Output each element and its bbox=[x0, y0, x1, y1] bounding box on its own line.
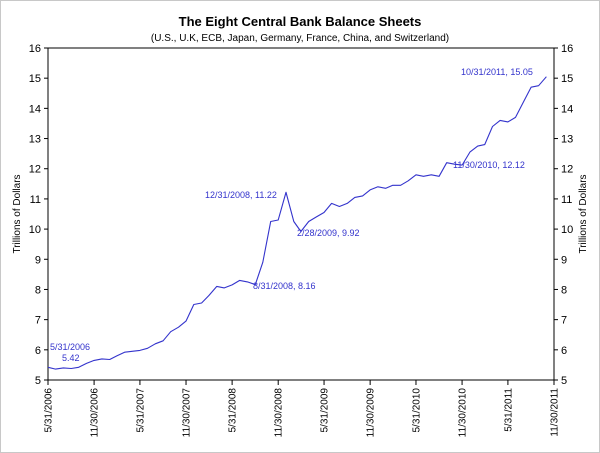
y-axis-label-right: Trillions of Dollars bbox=[578, 174, 589, 253]
chart-subtitle: (U.S., U.K, ECB, Japan, Germany, France,… bbox=[150, 33, 450, 44]
annotation-label: 11/30/2010, 12.12 bbox=[453, 160, 525, 170]
tick-marks bbox=[44, 47, 558, 385]
y-tick-label-left: 16 bbox=[29, 43, 41, 55]
y-tick-label-right: 8 bbox=[561, 284, 567, 296]
x-tick-label: 5/31/2008 bbox=[228, 388, 239, 433]
x-tick-label: 11/30/2008 bbox=[274, 388, 285, 438]
x-tick-labels: 5/31/2006 11/30/2006 5/31/2007 11/30/2007 5/… bbox=[44, 388, 561, 438]
x-tick-label: 11/30/2007 bbox=[182, 388, 193, 438]
annotation-label: 12/31/2008, 11.22 bbox=[205, 190, 277, 200]
annotation-label: 10/31/2011, 15.05 bbox=[461, 67, 533, 77]
y-tick-labels: 5 5 6 6 7 7 8 8 9 9 10 10 11 11 12 12 13 13 14 14 15 15 16 16 bbox=[29, 43, 574, 387]
x-tick-label: 11/30/2011 bbox=[550, 388, 561, 437]
annotation-label: 2/28/2009, 9.92 bbox=[297, 228, 360, 238]
x-tick-label: 5/31/2010 bbox=[411, 388, 422, 433]
y-tick-label-left: 13 bbox=[29, 134, 41, 146]
y-tick-label-right: 15 bbox=[561, 73, 573, 85]
y-tick-label-right: 5 bbox=[561, 375, 567, 387]
y-axis-label-left: Trillions of Dollars bbox=[12, 174, 23, 253]
annotation-label: 5.42 bbox=[62, 353, 80, 363]
y-tick-label-right: 7 bbox=[561, 315, 567, 327]
y-tick-label-left: 9 bbox=[35, 254, 41, 266]
series-line bbox=[47, 76, 547, 370]
y-tick-label-left: 7 bbox=[35, 315, 41, 327]
x-tick-label: 11/30/2006 bbox=[90, 388, 101, 438]
y-tick-label-left: 8 bbox=[35, 284, 41, 296]
annotation-label: 8/31/2008, 8.16 bbox=[253, 281, 316, 291]
y-tick-label-right: 6 bbox=[561, 345, 567, 357]
y-tick-label-left: 5 bbox=[35, 375, 41, 387]
series-layer bbox=[47, 76, 547, 370]
y-tick-label-right: 12 bbox=[561, 164, 573, 176]
plot-area bbox=[47, 47, 555, 381]
x-tick-label: 5/31/2009 bbox=[320, 388, 331, 433]
x-tick-label: 11/30/2009 bbox=[366, 388, 377, 438]
y-tick-label-right: 16 bbox=[561, 43, 573, 55]
y-tick-label-left: 12 bbox=[29, 164, 41, 176]
y-tick-label-left: 6 bbox=[35, 345, 41, 357]
x-tick-label: 5/31/2006 bbox=[44, 388, 55, 433]
x-tick-label: 5/31/2007 bbox=[135, 388, 146, 433]
y-tick-label-left: 15 bbox=[29, 73, 41, 85]
x-tick-label: 11/30/2010 bbox=[458, 388, 469, 438]
y-tick-label-left: 14 bbox=[29, 103, 41, 115]
y-tick-label-right: 11 bbox=[561, 194, 572, 206]
annotation-label: 5/31/2006 bbox=[50, 342, 90, 352]
y-tick-label-right: 13 bbox=[561, 134, 573, 146]
y-tick-label-left: 11 bbox=[30, 194, 41, 206]
x-tick-label: 5/31/2011 bbox=[503, 388, 514, 432]
chart-title: The Eight Central Bank Balance Sheets bbox=[178, 14, 422, 29]
y-tick-label-left: 10 bbox=[29, 224, 41, 236]
y-tick-label-right: 9 bbox=[561, 254, 567, 266]
y-tick-label-right: 10 bbox=[561, 224, 573, 236]
y-tick-label-right: 14 bbox=[561, 103, 573, 115]
